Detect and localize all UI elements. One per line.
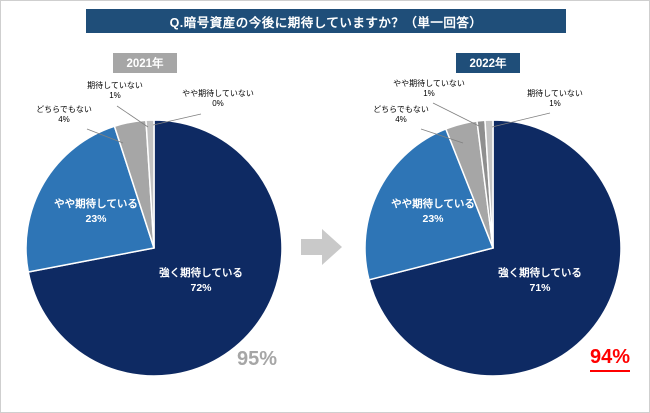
callout-no-expect-2022: 期待していない 1% <box>515 89 595 110</box>
label-somewhat-expect-2022: やや期待している 23% <box>383 197 483 227</box>
callout-label: やや期待していない <box>393 79 465 88</box>
segment-label: 強く期待している <box>498 267 582 279</box>
callout-value: 4% <box>58 115 70 125</box>
callout-value: 1% <box>423 89 435 99</box>
callout-label: どちらでもない <box>373 105 429 114</box>
segment-value: 23% <box>422 213 444 226</box>
callout-somewhat-no-2022: やや期待していない 1% <box>384 79 474 100</box>
label-somewhat-expect-2021: やや期待している 23% <box>46 197 146 227</box>
chart-question-title: Q.暗号資産の今後に期待していますか？（単一回答） <box>86 9 566 33</box>
callout-label: どちらでもない <box>36 105 92 114</box>
year-badge-2022: 2022年 <box>456 53 520 73</box>
segment-value: 72% <box>190 282 212 295</box>
callout-value: 0% <box>212 99 224 109</box>
segment-value: 71% <box>529 282 551 295</box>
pie-chart-2022 <box>364 119 622 377</box>
callout-neither-2021: どちらでもない 4% <box>25 105 103 126</box>
callout-value: 4% <box>395 115 407 125</box>
callout-label: 期待していない <box>527 89 583 98</box>
label-strong-expect-2021: 強く期待している 72% <box>146 266 256 296</box>
label-strong-expect-2022: 強く期待している 71% <box>485 266 595 296</box>
callout-value: 1% <box>549 99 561 109</box>
callout-label: やや期待していない <box>182 89 254 98</box>
pie-segment-0 <box>27 119 283 377</box>
year-badge-2021: 2021年 <box>113 53 177 73</box>
total-positive-2022: 94% <box>590 346 631 372</box>
pie-segment-0 <box>368 119 622 377</box>
callout-label: 期待していない <box>87 81 143 90</box>
segment-label: 強く期待している <box>159 267 243 279</box>
arrow-right-icon <box>301 229 342 265</box>
total-positive-2021: 95% <box>237 348 278 370</box>
callout-somewhat-no-2021: やや期待していない 0% <box>173 89 263 110</box>
segment-label: やや期待している <box>54 198 138 210</box>
segment-label: やや期待している <box>391 198 475 210</box>
pie-chart-2021 <box>25 119 283 377</box>
callout-no-expect-2021: 期待していない 1% <box>77 81 153 102</box>
callout-neither-2022: どちらでもない 4% <box>362 105 440 126</box>
callout-value: 1% <box>109 91 121 101</box>
segment-value: 23% <box>85 213 107 226</box>
